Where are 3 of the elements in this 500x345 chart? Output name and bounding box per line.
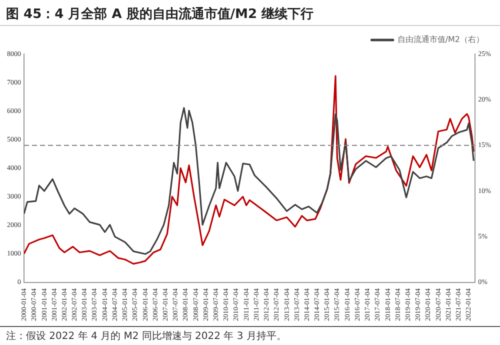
text: 注：假设 2022 年 4 月的 M2 同比增速与 2022 年 3 月持平。	[0, 326, 500, 345]
legend-label: 自由流通市值/M2（右）	[397, 35, 484, 44]
chart-title: 图 45：4 月全部 A 股的自由流通市值/M2 继续下行	[0, 0, 500, 26]
